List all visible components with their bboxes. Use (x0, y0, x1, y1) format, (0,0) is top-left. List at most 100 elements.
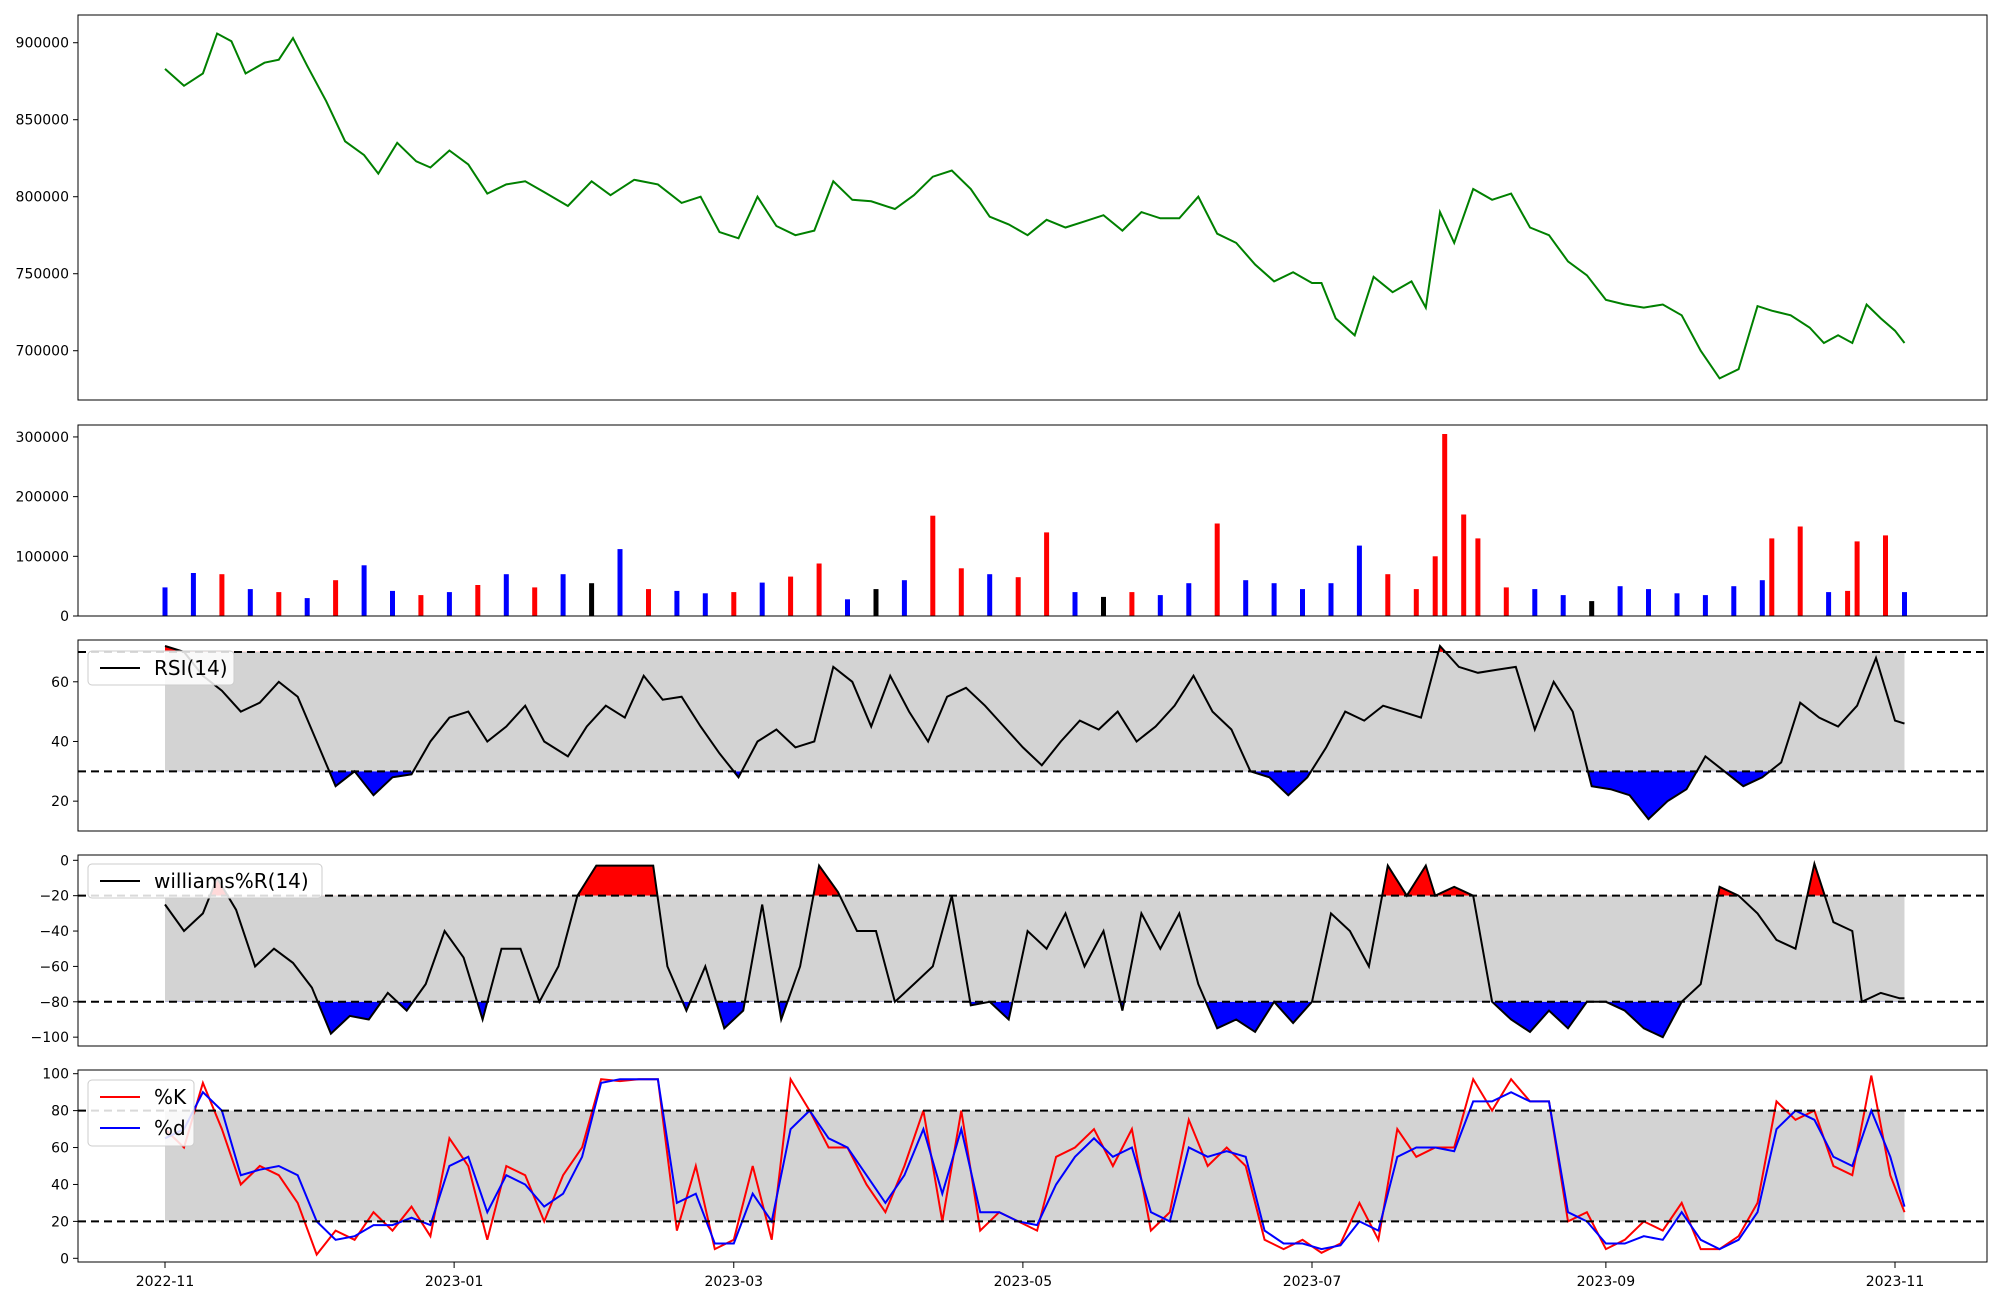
volume-bar (1129, 592, 1135, 616)
volume-y-axis: 0 100000 200000 300000 (16, 430, 78, 625)
price-ytick-label: 750000 (16, 267, 69, 283)
volume-bar (1186, 583, 1192, 616)
stochastic-legend: %K %d (87, 1079, 195, 1147)
volume-bar (1271, 583, 1277, 616)
volume-bar (1883, 535, 1888, 616)
volume-bar (901, 580, 907, 616)
volume-bar (532, 587, 538, 616)
volume-bar (503, 574, 509, 616)
volume-bar (930, 515, 936, 616)
volume-ytick-label: 200000 (16, 490, 69, 506)
rsi-legend-label: RSI(14) (154, 656, 228, 680)
stochastic-ytick-label: 20 (51, 1214, 69, 1230)
stochastic-plot (77, 1069, 1988, 1263)
date-xtick-label: 2023-01 (425, 1274, 484, 1290)
volume-bar (1072, 592, 1078, 616)
volume-bar (1532, 589, 1538, 616)
date-xtick-label: 2023-05 (994, 1274, 1053, 1290)
volume-plot (77, 424, 1988, 617)
volume-bar (1413, 589, 1419, 616)
williams-band (165, 895, 1905, 1002)
volume-bar (1475, 538, 1481, 616)
volume-bar (1674, 593, 1680, 616)
volume-panel: 0 100000 200000 300000 (16, 424, 1988, 625)
williams-line (164, 860, 1905, 1039)
volume-bar (731, 592, 737, 616)
price-plot (77, 14, 1988, 401)
date-xtick-label: 2023-09 (1577, 1274, 1636, 1290)
volume-bar (1300, 589, 1305, 616)
rsi-ytick-label: 40 (51, 734, 69, 750)
williams-overbought-fill (210, 863, 1825, 896)
date-xtick-label: 2023-07 (1283, 1274, 1342, 1290)
price-frame (77, 14, 1988, 401)
rsi-legend-box (87, 650, 235, 686)
williams-legend: williams%R(14) (87, 863, 323, 899)
date-xtick-label: 2022-11 (136, 1274, 195, 1290)
k-legend-label: %K (154, 1085, 187, 1109)
volume-bar (958, 568, 964, 617)
volume-bar (1902, 592, 1907, 616)
volume-bar (702, 593, 708, 616)
williams-plot (77, 854, 1988, 1047)
volume-bar (1442, 434, 1448, 616)
volume-bar (1328, 583, 1334, 616)
date-xtick-label: 2023-03 (705, 1274, 764, 1290)
volume-bar (646, 589, 651, 616)
volume-bar (1044, 532, 1050, 616)
stochastic-ytick-label: 40 (51, 1177, 69, 1193)
volume-bar (1385, 574, 1391, 616)
volume-bar (617, 549, 623, 616)
volume-bar (1759, 580, 1765, 616)
price-ytick-label: 700000 (16, 344, 69, 360)
rsi-legend: RSI(14) (87, 650, 235, 686)
williams-ytick-label: −80 (39, 995, 69, 1011)
williams-ytick-label: −100 (31, 1030, 69, 1046)
williams-ytick-label: −60 (39, 959, 69, 975)
volume-bar (1356, 545, 1362, 616)
rsi-line (164, 643, 1905, 821)
price-y-axis: 700000 750000 800000 850000 900000 (16, 36, 78, 360)
volume-bar (1731, 586, 1737, 616)
volume-bar (873, 589, 879, 616)
volume-bar (276, 592, 282, 616)
williams-panel: −100 −80 −60 −40 −20 0 williams%R(14) (31, 853, 1988, 1047)
volume-bar (560, 574, 566, 616)
rsi-ytick-label: 20 (51, 794, 69, 810)
volume-ytick-label: 300000 (16, 430, 69, 446)
rsi-panel: 20 40 60 RSI(14) (51, 639, 1988, 832)
volume-bar (1214, 523, 1220, 616)
volume-bar (1617, 586, 1623, 616)
volume-bar (390, 590, 395, 616)
volume-frame (77, 424, 1988, 617)
rsi-frame (77, 639, 1988, 832)
williams-y-axis: −100 −80 −60 −40 −20 0 (31, 853, 78, 1046)
volume-bar (446, 592, 452, 616)
volume-bar (1769, 538, 1775, 616)
price-ytick-label: 850000 (16, 113, 69, 129)
rsi-ytick-label: 60 (51, 675, 69, 691)
volume-bar (1101, 596, 1106, 616)
volume-ytick-label: 100000 (16, 549, 69, 565)
volume-bar (589, 583, 595, 616)
stochastic-ytick-label: 60 (51, 1141, 69, 1157)
volume-bar (1702, 595, 1708, 616)
volume-bar (987, 574, 993, 616)
williams-oversold-fill (165, 1001, 1905, 1038)
williams-legend-box (87, 863, 323, 899)
stochastic-ytick-label: 80 (51, 1104, 69, 1120)
volume-bar (1826, 592, 1832, 616)
volume-bar (304, 598, 310, 616)
stochastic-ytick-label: 0 (60, 1251, 69, 1267)
stochastic-frame (77, 1069, 1988, 1263)
d-legend-label: %d (154, 1116, 186, 1140)
williams-frame (77, 854, 1988, 1047)
volume-bar (816, 563, 822, 616)
volume-bar (1432, 556, 1438, 616)
volume-bar (674, 590, 680, 616)
stochastic-panel: 0 20 40 60 80 100 2022-11 2023-01 2023-03 2023-0… (42, 1067, 1988, 1290)
volume-bar (1243, 580, 1249, 616)
date-xtick-label: 2023-11 (1866, 1274, 1925, 1290)
